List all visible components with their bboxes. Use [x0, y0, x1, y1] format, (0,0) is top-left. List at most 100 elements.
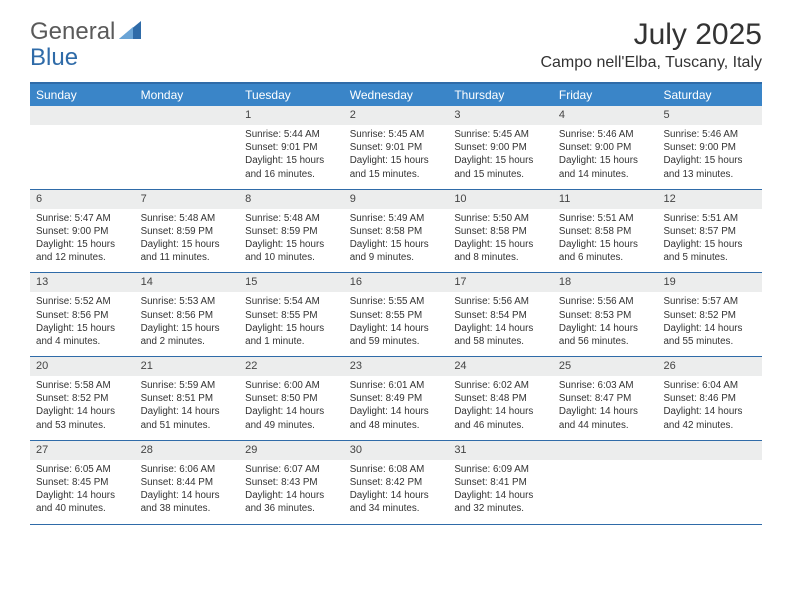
day-dl2: and 38 minutes.	[141, 502, 234, 515]
logo-triangle-icon	[119, 21, 141, 39]
day-sunset: Sunset: 8:58 PM	[559, 225, 652, 238]
day-dl2: and 40 minutes.	[36, 502, 129, 515]
day-dl1: Daylight: 14 hours	[350, 322, 443, 335]
day-sunrise: Sunrise: 5:45 AM	[454, 128, 547, 141]
day-sunrise: Sunrise: 5:46 AM	[663, 128, 756, 141]
day-sunset: Sunset: 8:44 PM	[141, 476, 234, 489]
day-number: 15	[239, 273, 344, 292]
day-body: Sunrise: 5:59 AMSunset: 8:51 PMDaylight:…	[135, 376, 240, 440]
day-sunrise: Sunrise: 5:48 AM	[141, 212, 234, 225]
week-row: 6Sunrise: 5:47 AMSunset: 9:00 PMDaylight…	[30, 190, 762, 274]
weeks-container: 1Sunrise: 5:44 AMSunset: 9:01 PMDaylight…	[30, 106, 762, 525]
day-body: Sunrise: 5:55 AMSunset: 8:55 PMDaylight:…	[344, 292, 449, 356]
day-dl1: Daylight: 14 hours	[245, 405, 338, 418]
day-number: 22	[239, 357, 344, 376]
day-body: Sunrise: 5:57 AMSunset: 8:52 PMDaylight:…	[657, 292, 762, 356]
day-dl2: and 2 minutes.	[141, 335, 234, 348]
day-sunset: Sunset: 8:59 PM	[141, 225, 234, 238]
day-cell: 24Sunrise: 6:02 AMSunset: 8:48 PMDayligh…	[448, 357, 553, 440]
day-sunset: Sunset: 8:55 PM	[245, 309, 338, 322]
day-sunset: Sunset: 8:51 PM	[141, 392, 234, 405]
day-body-empty	[553, 460, 658, 516]
day-dl1: Daylight: 14 hours	[245, 489, 338, 502]
day-sunset: Sunset: 9:00 PM	[36, 225, 129, 238]
day-cell: 4Sunrise: 5:46 AMSunset: 9:00 PMDaylight…	[553, 106, 658, 189]
day-dl1: Daylight: 15 hours	[350, 154, 443, 167]
day-number-empty	[30, 106, 135, 125]
day-dl2: and 15 minutes.	[350, 168, 443, 181]
day-sunset: Sunset: 9:00 PM	[454, 141, 547, 154]
day-body: Sunrise: 6:07 AMSunset: 8:43 PMDaylight:…	[239, 460, 344, 524]
day-cell: 23Sunrise: 6:01 AMSunset: 8:49 PMDayligh…	[344, 357, 449, 440]
day-sunrise: Sunrise: 5:49 AM	[350, 212, 443, 225]
day-dl1: Daylight: 14 hours	[559, 322, 652, 335]
day-body: Sunrise: 5:56 AMSunset: 8:54 PMDaylight:…	[448, 292, 553, 356]
day-number: 21	[135, 357, 240, 376]
day-dl2: and 51 minutes.	[141, 419, 234, 432]
day-dl1: Daylight: 15 hours	[559, 238, 652, 251]
day-sunrise: Sunrise: 5:55 AM	[350, 295, 443, 308]
day-number: 2	[344, 106, 449, 125]
day-dl1: Daylight: 15 hours	[454, 238, 547, 251]
location-label: Campo nell'Elba, Tuscany, Italy	[540, 54, 762, 72]
day-sunrise: Sunrise: 5:51 AM	[559, 212, 652, 225]
day-sunset: Sunset: 8:54 PM	[454, 309, 547, 322]
day-body: Sunrise: 5:49 AMSunset: 8:58 PMDaylight:…	[344, 209, 449, 273]
day-cell: 25Sunrise: 6:03 AMSunset: 8:47 PMDayligh…	[553, 357, 658, 440]
day-number: 28	[135, 441, 240, 460]
dow-cell: Wednesday	[344, 84, 449, 106]
day-cell: 19Sunrise: 5:57 AMSunset: 8:52 PMDayligh…	[657, 273, 762, 356]
day-cell: 1Sunrise: 5:44 AMSunset: 9:01 PMDaylight…	[239, 106, 344, 189]
day-dl1: Daylight: 14 hours	[350, 405, 443, 418]
day-dl2: and 16 minutes.	[245, 168, 338, 181]
day-body-empty	[657, 460, 762, 516]
day-number: 30	[344, 441, 449, 460]
day-number-empty	[657, 441, 762, 460]
day-number: 7	[135, 190, 240, 209]
day-body: Sunrise: 5:51 AMSunset: 8:58 PMDaylight:…	[553, 209, 658, 273]
day-number: 16	[344, 273, 449, 292]
day-cell: 13Sunrise: 5:52 AMSunset: 8:56 PMDayligh…	[30, 273, 135, 356]
day-sunrise: Sunrise: 5:57 AM	[663, 295, 756, 308]
day-dl1: Daylight: 15 hours	[141, 238, 234, 251]
day-sunrise: Sunrise: 5:56 AM	[454, 295, 547, 308]
month-title: July 2025	[540, 18, 762, 52]
day-cell: 29Sunrise: 6:07 AMSunset: 8:43 PMDayligh…	[239, 441, 344, 524]
day-dl2: and 12 minutes.	[36, 251, 129, 264]
day-sunrise: Sunrise: 5:46 AM	[559, 128, 652, 141]
day-dl2: and 53 minutes.	[36, 419, 129, 432]
day-cell: 5Sunrise: 5:46 AMSunset: 9:00 PMDaylight…	[657, 106, 762, 189]
title-block: July 2025 Campo nell'Elba, Tuscany, Ital…	[540, 18, 762, 72]
day-sunrise: Sunrise: 6:04 AM	[663, 379, 756, 392]
day-number: 17	[448, 273, 553, 292]
day-sunset: Sunset: 8:43 PM	[245, 476, 338, 489]
day-dl2: and 10 minutes.	[245, 251, 338, 264]
day-dl2: and 14 minutes.	[559, 168, 652, 181]
day-cell	[135, 106, 240, 189]
day-cell: 28Sunrise: 6:06 AMSunset: 8:44 PMDayligh…	[135, 441, 240, 524]
week-row: 13Sunrise: 5:52 AMSunset: 8:56 PMDayligh…	[30, 273, 762, 357]
day-sunrise: Sunrise: 5:47 AM	[36, 212, 129, 225]
day-sunset: Sunset: 8:49 PM	[350, 392, 443, 405]
day-body: Sunrise: 5:51 AMSunset: 8:57 PMDaylight:…	[657, 209, 762, 273]
day-sunset: Sunset: 8:57 PM	[663, 225, 756, 238]
day-dl1: Daylight: 15 hours	[559, 154, 652, 167]
day-sunset: Sunset: 8:46 PM	[663, 392, 756, 405]
day-dl1: Daylight: 14 hours	[454, 322, 547, 335]
day-number-empty	[553, 441, 658, 460]
day-number: 1	[239, 106, 344, 125]
day-sunrise: Sunrise: 6:05 AM	[36, 463, 129, 476]
day-sunrise: Sunrise: 6:08 AM	[350, 463, 443, 476]
day-body: Sunrise: 5:46 AMSunset: 9:00 PMDaylight:…	[553, 125, 658, 189]
day-sunrise: Sunrise: 6:06 AM	[141, 463, 234, 476]
day-sunset: Sunset: 9:01 PM	[245, 141, 338, 154]
brand-logo: General	[30, 18, 141, 46]
day-body-empty	[30, 125, 135, 181]
day-body: Sunrise: 5:56 AMSunset: 8:53 PMDaylight:…	[553, 292, 658, 356]
day-sunset: Sunset: 8:52 PM	[663, 309, 756, 322]
day-number: 9	[344, 190, 449, 209]
day-dl1: Daylight: 15 hours	[663, 238, 756, 251]
day-number: 26	[657, 357, 762, 376]
day-cell: 2Sunrise: 5:45 AMSunset: 9:01 PMDaylight…	[344, 106, 449, 189]
day-cell: 15Sunrise: 5:54 AMSunset: 8:55 PMDayligh…	[239, 273, 344, 356]
